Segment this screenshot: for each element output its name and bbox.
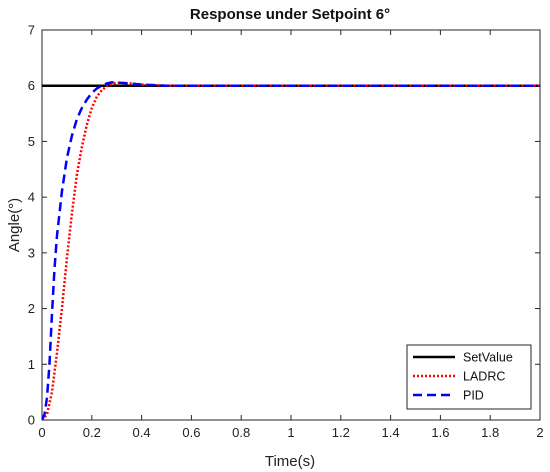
x-tick-label: 0.6 <box>182 425 200 440</box>
x-tick-label: 0 <box>38 425 45 440</box>
x-tick-label: 1.6 <box>431 425 449 440</box>
y-tick-label: 1 <box>28 357 35 372</box>
legend-label-setvalue: SetValue <box>463 351 513 365</box>
x-tick-label: 0.4 <box>133 425 151 440</box>
y-tick-label: 5 <box>28 134 35 149</box>
x-tick-label: 0.2 <box>83 425 101 440</box>
series-line-ladrc <box>42 81 540 420</box>
x-tick-label: 0.8 <box>232 425 250 440</box>
legend-box <box>406 344 532 410</box>
legend-label-ladrc: LADRC <box>463 370 505 384</box>
x-tick-label: 1.4 <box>382 425 400 440</box>
chart-title: Response under Setpoint 6° <box>190 6 390 23</box>
y-tick-label: 0 <box>28 413 35 428</box>
x-tick-label: 1.2 <box>332 425 350 440</box>
y-tick-label: 4 <box>28 190 35 205</box>
y-tick-label: 3 <box>28 245 35 260</box>
x-axis-title: Time(s) <box>265 453 315 470</box>
series-line-pid <box>42 81 540 420</box>
y-tick-label: 2 <box>28 301 35 316</box>
x-tick-label: 1 <box>287 425 294 440</box>
y-axis-title: Angle(°) <box>6 198 23 252</box>
y-tick-label: 6 <box>28 78 35 93</box>
x-tick-label: 1.8 <box>481 425 499 440</box>
y-tick-label: 7 <box>28 23 35 38</box>
legend-label-pid: PID <box>463 389 484 403</box>
legend: SetValue LADRC PID <box>406 344 532 410</box>
x-tick-label: 2 <box>536 425 543 440</box>
